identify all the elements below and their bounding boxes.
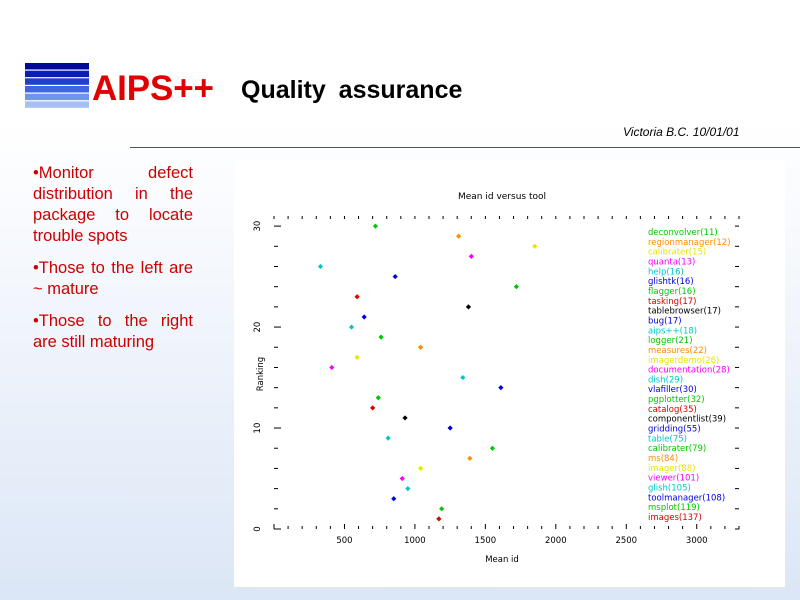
scatter-chart: Mean id versus tool 500 1000 1500 2000 2500 3… [253, 192, 740, 565]
legend-entry: tablebrowser(17) [648, 307, 721, 317]
y-tick-label: 30 [253, 221, 263, 232]
data-point [370, 405, 376, 411]
logo-stripes [25, 63, 89, 108]
data-point [378, 334, 384, 340]
data-point [468, 253, 474, 259]
x-tick-label: 1000 [404, 536, 426, 546]
data-point [317, 263, 324, 270]
data-point [361, 314, 367, 320]
legend-entry: msplot(119) [648, 503, 700, 513]
legend-entry: viewer(101) [648, 474, 699, 484]
logo-stripe [25, 78, 89, 85]
data-points [317, 223, 538, 522]
legend-entry: deconvolver(11) [648, 228, 718, 238]
logo-stripe [25, 101, 89, 108]
x-axis-label: Mean id [485, 555, 519, 565]
logo-stripe [25, 86, 89, 93]
legend-entry: table(75) [648, 434, 687, 444]
legend-entry: aips++(18) [648, 326, 697, 336]
legend-entry: calibrater(79) [648, 444, 706, 454]
data-point [498, 385, 504, 391]
data-point [465, 304, 472, 310]
legend-entry: pgplotter(32) [648, 395, 705, 405]
x-tick-label: 1500 [475, 536, 497, 546]
axes: 500 1000 1500 2000 2500 3000 0 10 20 30 [253, 216, 740, 546]
data-point [348, 324, 355, 330]
legend-entry: documentation(28) [648, 366, 730, 376]
data-point [391, 496, 397, 502]
data-point [447, 425, 453, 431]
legend-entry: componentlist(39) [648, 415, 726, 425]
legend-entry: vlafiller(30) [648, 385, 697, 395]
logo-stripe [25, 93, 89, 101]
legend-entry: images(137) [648, 513, 702, 523]
x-tick-label: 2000 [545, 536, 567, 546]
legend-entry: imager(88) [648, 464, 695, 474]
data-point [372, 223, 379, 229]
legend-entry: glishtk(16) [648, 277, 694, 287]
data-point [489, 445, 496, 451]
bullet-list: •Monitor defect distribution in the pack… [33, 163, 193, 364]
legend-entry: regionmanager(12) [648, 238, 731, 248]
logo-text: AIPS++ [92, 69, 214, 108]
chart-panel [234, 159, 785, 587]
legend-entry: dish(29) [648, 375, 683, 385]
y-axis-label: Ranking [256, 357, 266, 391]
data-point [385, 435, 391, 441]
logo-stripe [25, 70, 89, 78]
title-rule [130, 147, 800, 148]
x-tick-label: 3000 [686, 536, 708, 546]
data-point [513, 284, 519, 290]
legend-entry: logger(21) [648, 336, 693, 346]
legend-entry: imagerdemo(26) [648, 356, 719, 366]
slide-title: Quality assurance [241, 76, 463, 104]
legend-entry: calibrater(15) [648, 248, 706, 258]
data-point [436, 516, 442, 522]
data-point [417, 465, 424, 472]
data-point [354, 294, 360, 300]
data-point [439, 506, 445, 512]
data-point [375, 395, 381, 401]
legend-entry: glish(105) [648, 484, 691, 494]
legend-entry: toolmanager(108) [648, 493, 725, 503]
legend-entry: bug(17) [648, 316, 682, 326]
data-point [402, 415, 408, 421]
data-point [417, 344, 424, 350]
data-point [405, 486, 411, 492]
legend-entry: quanta(13) [648, 258, 695, 268]
y-tick-label: 20 [253, 322, 263, 333]
data-point [392, 273, 398, 280]
data-point [460, 374, 466, 381]
legend: deconvolver(11)regionmanager(12)calibrat… [648, 228, 731, 523]
bullet-item: •Those to the left are ~ mature [33, 259, 193, 298]
data-point [467, 455, 473, 461]
y-tick-label: 10 [253, 423, 263, 434]
data-point [354, 354, 360, 360]
legend-entry: ms(84) [648, 454, 678, 464]
data-point [455, 233, 462, 239]
chart-title: Mean id versus tool [458, 192, 546, 202]
data-point [329, 364, 335, 371]
logo-stripe [25, 63, 89, 70]
data-point [532, 243, 538, 249]
legend-entry: help(16) [648, 267, 684, 277]
data-point [399, 475, 405, 482]
x-tick-label: 500 [336, 536, 352, 546]
legend-entry: tasking(17) [648, 297, 697, 307]
legend-entry: flagger(16) [648, 287, 696, 297]
aips-logo: AIPS++ [25, 63, 216, 109]
legend-entry: measures(22) [648, 346, 707, 356]
byline: Victoria B.C. 10/01/01 [623, 125, 740, 139]
legend-entry: catalog(35) [648, 405, 697, 415]
legend-entry: gridding(55) [648, 425, 701, 435]
bullet-item: •Monitor defect distribution in the pack… [33, 164, 193, 245]
x-tick-label: 2500 [615, 536, 637, 546]
bullet-item: •Those to the right are still maturing [33, 312, 193, 351]
y-tick-label: 0 [253, 526, 263, 531]
